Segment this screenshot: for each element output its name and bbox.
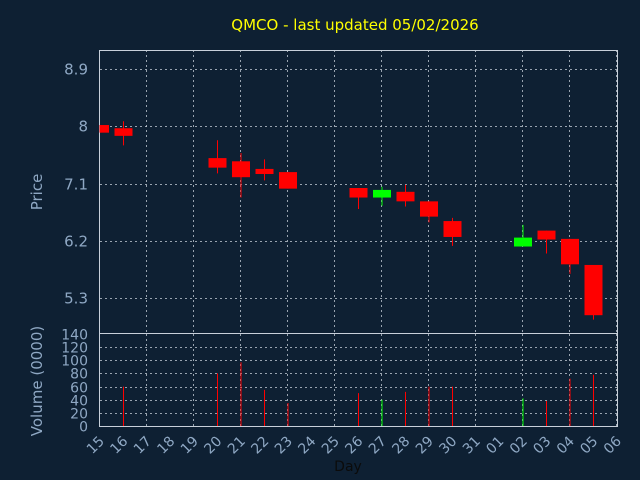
x-tick-label: 30 (436, 434, 460, 458)
x-tick-label: 22 (248, 434, 272, 458)
volume-axis-label: Volume (0000) (28, 326, 46, 436)
x-tick-label: 25 (319, 434, 343, 458)
price-tick-label: 7.1 (64, 176, 88, 194)
candle-body (349, 188, 368, 198)
volume-tick-label: 0 (79, 420, 88, 436)
x-tick-label: 23 (272, 434, 296, 458)
x-tick-label: 29 (413, 434, 437, 458)
candle-body (279, 172, 297, 189)
candle-body (232, 161, 250, 178)
volume-tick-label: 120 (61, 341, 88, 357)
price-tick-label: 8.9 (64, 61, 88, 79)
candle-body (561, 238, 579, 265)
volume-tick-label: 100 (61, 354, 88, 370)
price-axis-label: Price (28, 174, 46, 211)
candles (99, 121, 603, 320)
candle-body (255, 168, 274, 175)
x-tick-label: 21 (225, 434, 249, 458)
chart-title: QMCO - last updated 05/02/2026 (231, 16, 478, 34)
x-tick-label: 28 (389, 434, 413, 458)
x-tick-label: 01 (483, 434, 507, 458)
volume-tick-label: 20 (70, 407, 88, 423)
price-tick-label: 5.3 (64, 290, 88, 308)
x-tick-label: 17 (131, 434, 155, 458)
candle-body (114, 128, 133, 136)
x-axis-label: Day (334, 459, 362, 475)
volume-tick-label: 40 (70, 394, 88, 410)
x-tick-label: 20 (201, 434, 225, 458)
x-tick-label: 27 (366, 434, 390, 458)
volume-grid (100, 334, 617, 426)
x-tick-label: 19 (178, 434, 202, 458)
price-grid (100, 50, 617, 333)
candle-body (208, 158, 227, 168)
x-tick-label: 24 (295, 433, 319, 457)
price-tick-label: 8 (78, 118, 88, 136)
volume-tick-label: 140 (61, 328, 88, 344)
price-y-ticks: 8.9 8 7.1 6.2 5.3 (64, 61, 88, 308)
x-tick-label: 02 (507, 434, 531, 458)
volume-tick-label: 80 (70, 367, 88, 383)
candle-body (100, 125, 109, 133)
volume-bars (123, 362, 594, 426)
candle-body (514, 237, 532, 247)
candle-body (420, 201, 438, 217)
x-tick-label: 18 (154, 434, 178, 458)
x-tick-label: 16 (107, 433, 131, 457)
x-tick-label: 05 (577, 434, 601, 458)
price-tick-label: 6.2 (64, 233, 88, 251)
candle-body (443, 221, 462, 237)
volume-tick-label: 60 (70, 381, 88, 397)
x-tick-label: 03 (530, 434, 554, 458)
x-tick-label: 31 (460, 434, 484, 458)
candle-body (396, 191, 415, 202)
candle-body (584, 264, 603, 316)
x-ticks: 15 16 17 18 19 20 21 22 23 24 25 26 27 28 29 30 31 01 02 03… (84, 433, 625, 457)
x-tick-label: 26 (342, 433, 366, 457)
x-tick-label: 15 (84, 434, 108, 458)
x-tick-label: 04 (554, 433, 578, 457)
x-tick-label: 06 (601, 433, 625, 457)
candle-body (537, 230, 556, 240)
candle-body (373, 189, 391, 198)
